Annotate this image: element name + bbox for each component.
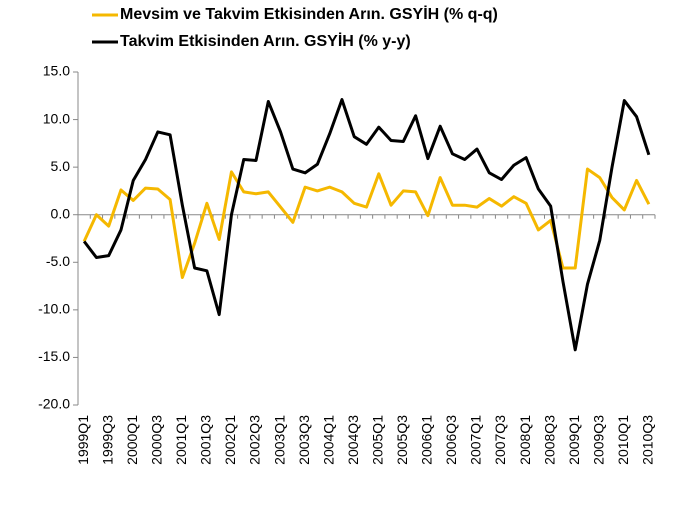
series-line (82, 167, 651, 280)
x-tick-label: 2003Q1 (271, 415, 287, 465)
y-tick-label: -10.0 (38, 301, 70, 317)
x-tick-label: 2000Q3 (149, 415, 165, 465)
x-tick-label: 2009Q3 (590, 415, 606, 465)
x-tick-label: 2008Q3 (541, 415, 557, 465)
legend-label: Mevsim ve Takvim Etkisinden Arın. GSYİH … (120, 5, 498, 23)
x-tick-label: 2001Q3 (198, 415, 214, 465)
x-tick-label: 1999Q3 (99, 415, 115, 465)
series-line (82, 98, 651, 352)
x-tick-label: 2002Q3 (247, 415, 263, 465)
x-tick-label: 2000Q1 (124, 415, 140, 465)
x-tick-label: 2010Q1 (615, 415, 631, 465)
x-tick-label: 2005Q3 (394, 415, 410, 465)
x-tick-label: 2001Q1 (173, 415, 189, 465)
x-tick-label: 1999Q1 (75, 415, 91, 465)
y-tick-label: 0.0 (51, 205, 71, 221)
y-tick-label: 10.0 (43, 110, 70, 126)
y-tick-label: 15.0 (43, 63, 70, 79)
x-tick-label: 2004Q3 (345, 415, 361, 465)
x-tick-label: 2006Q3 (443, 415, 459, 465)
x-tick-label: 2004Q1 (320, 415, 336, 465)
x-tick-label: 2008Q1 (517, 415, 533, 465)
y-tick-label: -20.0 (38, 396, 70, 412)
x-tick-label: 2007Q1 (468, 415, 484, 465)
legend-label: Takvim Etkisinden Arın. GSYİH (% y-y) (120, 32, 411, 50)
x-tick-label: 2005Q1 (369, 415, 385, 465)
x-tick-label: 2007Q3 (492, 415, 508, 465)
y-tick-label: -5.0 (46, 253, 70, 269)
x-tick-label: 2009Q1 (566, 415, 582, 465)
y-tick-label: 5.0 (51, 158, 71, 174)
x-tick-label: 2002Q1 (222, 415, 238, 465)
x-tick-label: 2003Q3 (296, 415, 312, 465)
x-tick-label: 2006Q1 (419, 415, 435, 465)
y-tick-label: -15.0 (38, 348, 70, 364)
x-tick-label: 2010Q3 (640, 415, 656, 465)
